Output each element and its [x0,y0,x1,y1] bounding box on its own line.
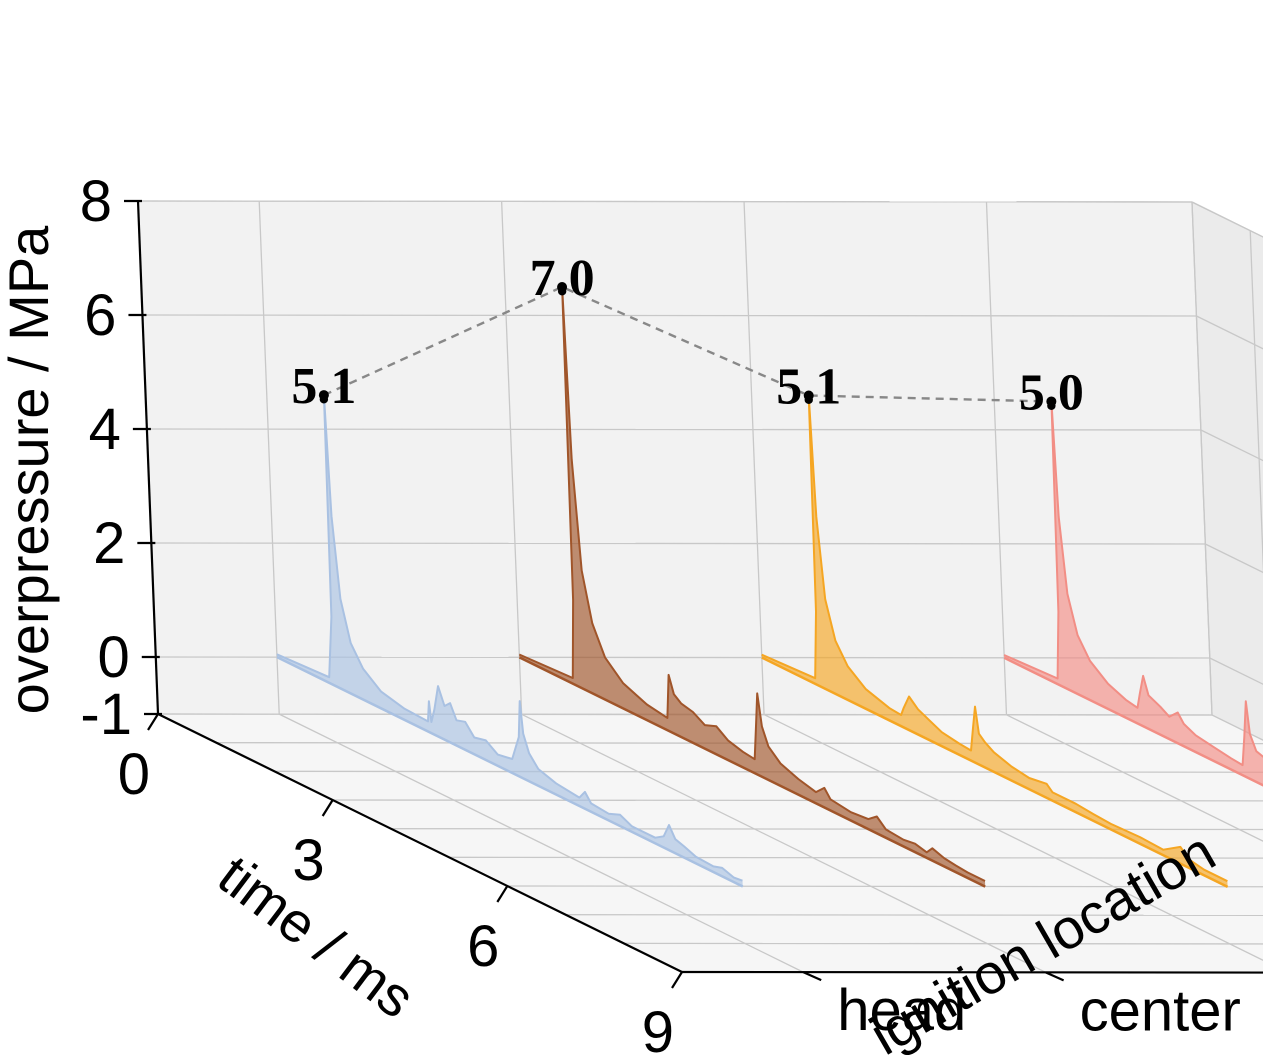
pane-edge-corner [1191,201,1213,716]
series-head [276,394,744,888]
grid-line-y-left [500,201,523,715]
z-axis-label: overpressure / MPa [0,225,60,714]
peak-label-tail: 5.1 [776,359,841,416]
x-tick-label: 6 [467,914,499,979]
grid-line-y-floor [278,713,804,973]
back-pane [1192,202,1263,741]
grid-line-y-floor [1006,714,1263,842]
x-axis-line [157,713,683,973]
grid-line-x-floor [274,770,1263,773]
peak-label-head: 5.1 [291,358,356,415]
axis-lines [124,199,1263,989]
series-baseline-sphere [1003,656,1263,787]
grid-line-x-floor [332,799,1263,802]
x-tick-label: 3 [292,828,324,893]
y-tick-mark [1045,971,1065,982]
series-center [518,286,986,888]
series-layer [276,286,1263,889]
axis-panes [138,201,1263,973]
z-tick-label: 2 [93,511,125,576]
grid-line-x-floor [216,742,1263,745]
grid-line-y-floor [763,713,1263,961]
grid-line-z-left [151,542,1206,545]
grid-line-y-left [258,201,280,715]
grid-line-x-floor [449,856,1263,859]
series-line-tail [761,394,1228,883]
z-tick-label: 8 [80,169,112,234]
peak-connector-line [323,285,1052,403]
peak-label-center: 7.0 [530,250,595,307]
grid-line-z-left [142,314,1197,317]
x-tick-label: 0 [118,742,150,807]
series-sphere [1003,400,1263,787]
y-axis-line [681,970,1263,974]
grid-line-y-left [743,201,765,715]
x-tick-mark [671,971,683,989]
y-tick-label-center: center [1080,978,1241,1043]
left-pane [138,201,1212,715]
series-tail [761,394,1229,889]
series-line-center [518,286,986,882]
grid-line-x-floor [390,828,1263,831]
z-tick-label: -1 [80,682,132,747]
peak-marker-center [557,282,568,293]
series-area-center [519,287,986,887]
floor-pane [158,714,1263,973]
y-tick-label-head: head [837,978,966,1043]
x-tick-mark [321,799,334,817]
z-tick-label: 6 [84,283,116,348]
x-tick-mark [147,713,159,731]
peak-marker-sphere [1046,396,1057,407]
z-tick-label: 4 [89,397,121,462]
peak-label-sphere: 5.0 [1019,364,1084,421]
grid-line-x-floor [565,914,1263,916]
peak-layer: 5.1 7.0 5.1 5.0 [291,250,1083,421]
series-baseline-center [518,656,986,888]
x-tick-mark [496,885,509,903]
series-baseline-head [276,655,744,888]
grid-line-x-back [1249,230,1263,576]
peak-marker-head [318,390,329,401]
z-tick-label: 0 [98,625,130,690]
grid-line-y-left [985,201,1008,715]
tick-labels: -1024680369headcentertailsphere [80,169,1241,1056]
grid-line-y-floor [521,713,1046,973]
grid-line-x-floor [623,942,1263,945]
y-tick-mark [802,971,822,982]
z-axis-line [136,200,160,715]
series-line-sphere [1003,400,1263,767]
grid-line-z-left [146,428,1201,431]
pane-edge-top-left [137,200,1193,203]
series-line-head [276,394,743,882]
peak-marker-tail [803,390,814,401]
grid-line-x-floor [507,885,1263,888]
series-baseline-tail [761,656,1229,889]
x-tick-label: 9 [642,1000,674,1056]
